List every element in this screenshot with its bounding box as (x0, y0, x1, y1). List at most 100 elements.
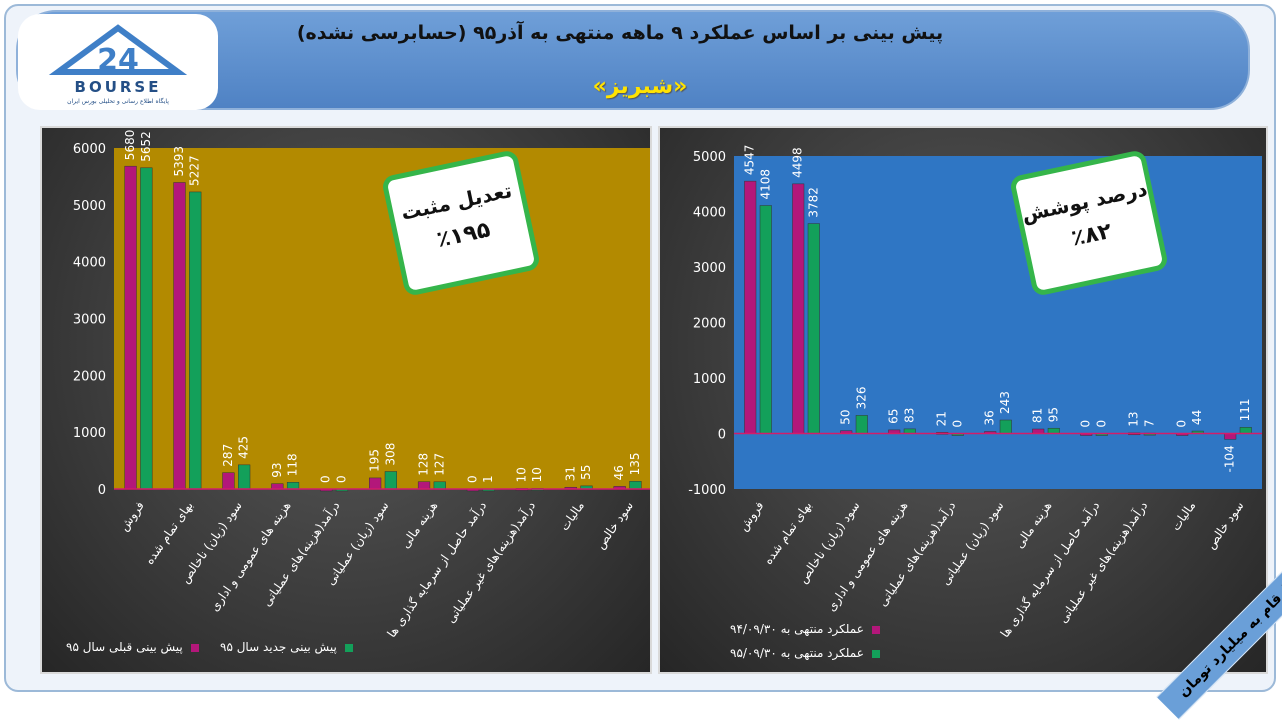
bar (792, 183, 805, 434)
x-tick-label: بهای تمام شده (142, 499, 196, 567)
x-tick-label: درآمد حاصل از سرمایه گذاری ها (384, 498, 490, 641)
bar (140, 167, 153, 490)
data-label: 4498 (791, 147, 805, 178)
data-label: 81 (1031, 408, 1045, 423)
legend-item-actual-95: عملکرد منتهی به ۹۵/۰۹/۳۰ (730, 646, 884, 660)
bar (384, 471, 397, 490)
bar (124, 165, 137, 490)
legend-swatch-icon (871, 649, 880, 658)
bar (286, 482, 300, 490)
data-label: 287 (221, 444, 235, 467)
data-label: 0 (1094, 420, 1108, 428)
data-label: 5393 (172, 146, 186, 177)
data-label: 5680 (123, 130, 137, 161)
data-label: 5652 (139, 131, 153, 162)
y-tick-label: 6000 (73, 142, 106, 157)
bar (417, 481, 431, 490)
legend-swatch-icon (190, 643, 199, 652)
bar (1239, 427, 1252, 434)
data-label: 10 (514, 467, 528, 482)
logo-subtext: پایگاه اطلاع رسانی و تحلیلی بورس ایران (67, 98, 169, 105)
legend-item-prev-forecast: پیش بینی قبلی سال ۹۵ (66, 640, 203, 654)
data-label: 0 (465, 475, 479, 483)
x-tick-label: درآمد(هزینه)های غیر عملیاتی (1055, 498, 1151, 626)
y-tick-label: 4000 (73, 256, 106, 271)
logo-number: 24 (97, 43, 139, 78)
legend-item-actual-94: عملکرد منتهی به ۹۴/۰۹/۳۰ (730, 622, 884, 636)
data-label: 0 (1175, 420, 1189, 428)
company-name: «شبریز» (592, 74, 688, 99)
data-label: 93 (270, 462, 284, 477)
data-label: 3782 (806, 187, 820, 218)
data-label: 46 (612, 465, 626, 480)
data-label: 308 (383, 443, 397, 466)
data-label: 127 (432, 453, 446, 476)
x-tick-label: مالیات (557, 499, 587, 534)
bar (271, 483, 284, 490)
x-tick-label: سود خالص (593, 499, 637, 553)
data-label: 0 (1079, 420, 1093, 428)
y-tick-label: 3000 (73, 313, 106, 328)
data-label: 95 (1046, 407, 1060, 422)
page-title: پیش بینی بر اساس عملکرد ۹ ماهه منتهی به … (296, 22, 944, 44)
data-label: 0 (334, 475, 348, 483)
logo-text: BOURSE (74, 78, 162, 96)
data-label: 128 (417, 453, 431, 476)
bar (855, 415, 868, 434)
x-tick-label: درآمد حاصل از سرمایه گذاری ها (997, 498, 1103, 641)
logo-mark-icon: 24 (48, 24, 188, 78)
forecast-chart-panel: 0 1000 2000 3000 4000 5000 6000 5680 5652 فروش 539… (40, 126, 652, 674)
bar (807, 223, 820, 434)
data-label: 31 (563, 466, 577, 481)
legend-label: پیش بینی جدید سال ۹۵ (220, 640, 337, 654)
data-label: 4108 (758, 169, 772, 200)
data-label: 21 (935, 411, 949, 426)
data-label: 425 (237, 436, 251, 459)
bar (173, 182, 186, 490)
x-tick-label: درآمد(هزینه)های غیر عملیاتی (443, 498, 539, 626)
y-tick-label: 1000 (693, 372, 726, 387)
y-tick-label: 2000 (693, 317, 726, 332)
header-banner (16, 10, 1250, 110)
data-label: 326 (854, 387, 868, 410)
data-label: 0 (319, 475, 333, 483)
data-label: 0 (950, 420, 964, 428)
y-tick-label: 4000 (693, 206, 726, 221)
data-label: 50 (839, 409, 853, 424)
bar (189, 191, 202, 490)
logo: 24 BOURSE پایگاه اطلاع رسانی و تحلیلی بو… (18, 14, 218, 110)
legend-swatch-icon (344, 643, 353, 652)
x-tick-label: فروش (117, 499, 148, 534)
data-label: 195 (368, 449, 382, 472)
bar (222, 472, 235, 490)
x-tick-label: هزینه مالی (1012, 499, 1055, 552)
y-tick-label: 2000 (73, 369, 106, 384)
legend-label: عملکرد منتهی به ۹۴/۰۹/۳۰ (730, 622, 864, 636)
data-label: 7 (1142, 419, 1156, 427)
plot-area (114, 148, 650, 489)
data-label: 13 (1127, 411, 1141, 426)
bar (1047, 427, 1060, 434)
y-tick-label: 5000 (693, 150, 726, 165)
y-tick-label: 5000 (73, 199, 106, 214)
data-label: 10 (530, 467, 544, 482)
y-tick-label: 3000 (693, 261, 726, 276)
x-tick-label: هزینه مالی (398, 499, 441, 552)
data-label: 118 (286, 453, 300, 476)
data-label: 44 (1190, 410, 1204, 425)
data-label: 135 (628, 452, 642, 475)
bar (1224, 433, 1237, 440)
data-label: 1 (481, 475, 495, 483)
y-tick-label: 1000 (73, 426, 106, 441)
bar (629, 481, 642, 490)
bar (999, 419, 1012, 434)
bar (369, 477, 382, 490)
actual-chart-panel: -1000 0 1000 2000 3000 4000 5000 4547 4108 فروش 44… (658, 126, 1268, 674)
y-tick-label: 0 (98, 483, 106, 498)
bar (759, 205, 772, 434)
bar (744, 180, 757, 434)
legend-label: پیش بینی قبلی سال ۹۵ (66, 640, 183, 654)
bar (238, 464, 251, 490)
